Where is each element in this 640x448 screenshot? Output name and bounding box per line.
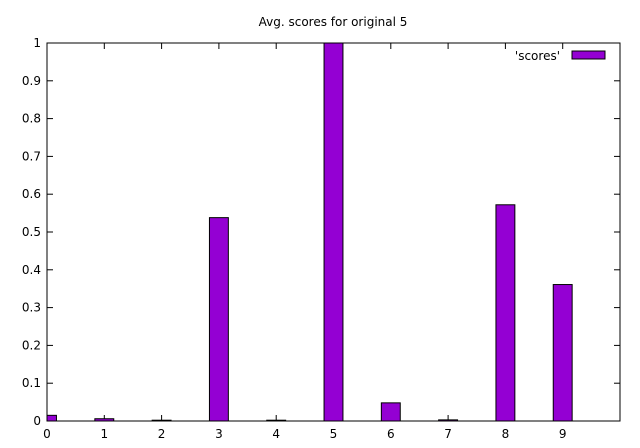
x-tick-label: 4 bbox=[272, 427, 280, 441]
x-tick-label: 8 bbox=[502, 427, 510, 441]
y-tick-label: 0.4 bbox=[22, 263, 41, 277]
legend: 'scores' bbox=[515, 49, 605, 63]
axis-ticks: 0 0.1 0.2 0.3 0.4 0.5 0.6 0.7 0.8 0.9 1 0 1 2 3 4 5 6 7 8 9 bbox=[22, 36, 620, 441]
bar-5 bbox=[324, 43, 343, 421]
bar-8 bbox=[496, 205, 515, 421]
bar-6 bbox=[381, 403, 400, 421]
y-tick-label: 1 bbox=[33, 36, 41, 50]
x-tick-label: 5 bbox=[330, 427, 338, 441]
y-tick-label: 0.5 bbox=[22, 225, 41, 239]
x-tick-label: 9 bbox=[559, 427, 567, 441]
bars bbox=[47, 43, 572, 421]
y-tick-label: 0.1 bbox=[22, 376, 41, 390]
y-tick-label: 0.9 bbox=[22, 74, 41, 88]
y-tick-label: 0 bbox=[33, 414, 41, 428]
x-tick-label: 0 bbox=[43, 427, 51, 441]
x-tick-label: 2 bbox=[158, 427, 166, 441]
x-tick-label: 6 bbox=[387, 427, 395, 441]
bar-0 bbox=[47, 415, 56, 421]
legend-label: 'scores' bbox=[515, 49, 560, 63]
bar-3 bbox=[209, 218, 228, 421]
y-tick-label: 0.6 bbox=[22, 187, 41, 201]
bar-9 bbox=[553, 285, 572, 421]
y-tick-label: 0.7 bbox=[22, 149, 41, 163]
y-tick-label: 0.2 bbox=[22, 338, 41, 352]
y-tick-label: 0.8 bbox=[22, 112, 41, 126]
x-tick-label: 7 bbox=[444, 427, 452, 441]
legend-swatch bbox=[572, 51, 605, 59]
x-tick-label: 1 bbox=[100, 427, 108, 441]
chart-title: Avg. scores for original 5 bbox=[259, 15, 408, 29]
y-tick-label: 0.3 bbox=[22, 301, 41, 315]
x-tick-label: 3 bbox=[215, 427, 223, 441]
